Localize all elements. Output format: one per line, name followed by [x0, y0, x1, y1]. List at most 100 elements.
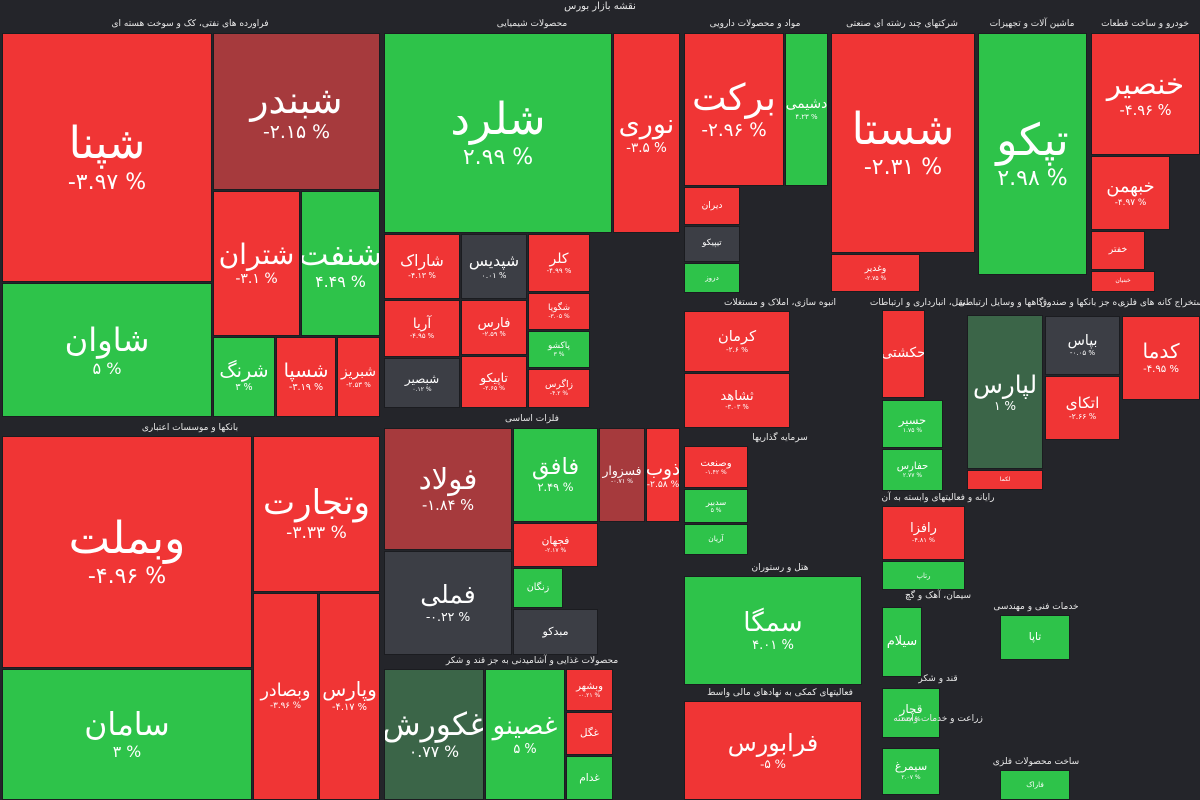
stock-name: سامان [84, 707, 170, 743]
stock-name: غکورش [384, 707, 484, 743]
stock-name: خنصیر [1106, 67, 1185, 102]
stock-name: فسزوار [602, 464, 642, 479]
sector-label: سیمان، آهک و گچ [904, 591, 972, 601]
stock-name: سیمرغ [894, 760, 928, 774]
stock-change: -۲.۵۹ % [482, 330, 506, 339]
stock-tile: مبدکو [513, 609, 598, 655]
stock-tile: رتاپ [882, 561, 965, 590]
sector-label: ماشین آلات و تجهیزات [989, 19, 1075, 29]
stock-change: ۲.۹۹ % [462, 145, 534, 171]
stock-name: شبریز [341, 363, 376, 380]
stock-change: -۳.۹۷ % [67, 169, 147, 195]
stock-change: -۳.۹۶ % [269, 701, 302, 712]
stock-name: وبشهر [576, 680, 603, 692]
stock-tile: حفارس ۲.۷۷ % [882, 449, 943, 491]
stock-tile: فرابورس -۵ % [684, 701, 862, 800]
stock-change: -۲.۹۶ % [701, 119, 767, 141]
stock-tile: فولاد -۱.۸۴ % [384, 428, 512, 550]
sector-label: خودرو و ساخت قطعات [1101, 19, 1189, 29]
sector-label: ...نقل، انبارداری و ارتباطات [869, 298, 975, 308]
stock-change: -۰.۷۱ % [611, 478, 633, 486]
stock-name: شپدیس [468, 251, 520, 270]
stock-change: ۳ % [112, 742, 142, 762]
stock-name: رافزا [910, 520, 937, 536]
stock-tile: خنصیر -۴.۹۶ % [1091, 33, 1200, 155]
stock-change: -۰.۲۱ % [578, 692, 601, 700]
stock-name: فارس [477, 315, 511, 331]
stock-tile: فجهان -۲.۱۷ % [513, 523, 598, 567]
stock-name: فملی [420, 580, 476, 610]
stock-tile: شبندر -۲.۱۵ % [213, 33, 380, 190]
stock-name: ذوب [646, 459, 680, 480]
sector-label: فعالیتهای کمکی به نهادهای مالی واسط [707, 688, 853, 698]
stock-tile: آریا -۴.۹۵ % [384, 300, 460, 357]
sector-label: محصولات غذایی و آشامیدنی به جز قند و شکر [445, 656, 619, 666]
stock-name: وبصادر [260, 681, 311, 702]
stock-tile: شستا -۲.۳۱ % [831, 33, 975, 253]
stock-change: -۴.۹۹ % [546, 266, 572, 275]
sector-label: شرکتهای چند رشته ای صنعتی [846, 19, 958, 29]
stock-name: فرابورس [727, 728, 819, 757]
stock-tile: کرمان -۲.۶ % [684, 311, 790, 372]
stock-tile: تیپیکو [684, 226, 740, 262]
stock-name: شستا [851, 103, 955, 155]
stock-change: -۲.۷۵ % [864, 274, 887, 282]
stock-name: شپنا [68, 118, 146, 169]
stock-name: تاپا [1028, 630, 1042, 644]
stock-change: -۲.۱۷ % [544, 547, 567, 555]
stock-tile: فارس -۲.۵۹ % [461, 300, 527, 355]
stock-tile: شرنگ ۳ % [213, 337, 275, 417]
stock-tile: ذوب -۲.۵۸ % [646, 428, 680, 522]
sector-label: مواد و محصولات دارویی [709, 19, 801, 29]
stock-name: کرمان [717, 327, 757, 345]
stock-name: خفتر [1108, 244, 1128, 256]
stock-name: خبهمن [1106, 177, 1155, 198]
stock-tile: وغدیر -۲.۷۵ % [831, 254, 920, 292]
stock-name: سیلام [886, 633, 918, 649]
stock-change: -۳.۵ % [626, 140, 667, 157]
sector-label: خدمات فنی و مهندسی [993, 602, 1079, 612]
stock-change: ۰.۰۱ % [481, 270, 507, 280]
stock-change: -۲.۶۵ % [482, 385, 506, 393]
stock-change: ۳ % [553, 351, 565, 358]
stock-change: ۳ % [235, 382, 253, 394]
stock-change: ۴.۴۹ % [315, 272, 366, 292]
stock-name: تپکو [996, 114, 1069, 166]
stock-name: نوری [618, 109, 675, 141]
stock-tile: تپکو ۲.۹۸ % [978, 33, 1087, 275]
stock-change: ۲.۰۷ % [901, 774, 921, 782]
stock-tile: حکشتی [882, 310, 925, 398]
stock-change: -۴.۹۵ % [409, 332, 435, 341]
stock-name: برکت [691, 76, 777, 120]
stock-tile: سمگا ۴.۰۱ % [684, 576, 862, 685]
stock-tile: سامان ۳ % [2, 669, 252, 800]
stock-change: -۰.۰۵ % [1069, 348, 1096, 358]
stock-name: فافق [531, 454, 580, 481]
stock-name: حفارس [896, 460, 929, 472]
stock-change: -۱.۴۲ % [705, 469, 727, 477]
stock-change: -۳.۱۹ % [288, 382, 324, 394]
stock-tile: غکورش ۰.۷۷ % [384, 669, 484, 800]
stock-tile: قچار ۲.۳۸ % [882, 688, 940, 738]
stock-tile: خبهمن -۴.۹۷ % [1091, 156, 1170, 230]
sector-label: ...گاهها و وسایل ارتباطی [958, 298, 1052, 308]
stock-tile: برکت -۲.۹۶ % [684, 33, 784, 186]
stock-name: وغدیر [864, 264, 887, 275]
stock-change: -۴.۹۶ % [1119, 102, 1172, 120]
stock-name: غدام [579, 771, 600, 784]
stock-tile: غگل [566, 712, 613, 755]
stock-tile: دروز [684, 263, 740, 293]
stock-name: شگویا [547, 302, 571, 313]
stock-change: -۵ % [760, 757, 786, 772]
stock-name: پاکشو [548, 340, 570, 351]
stock-tile: شبصیر ۰.۱۲ % [384, 358, 460, 408]
stock-tile: غدام [566, 756, 613, 800]
stock-name: ثشاهد [720, 388, 754, 404]
stock-name: سمگا [743, 607, 803, 638]
stock-name: زنگان [526, 582, 550, 594]
stock-name: وتجارت [262, 483, 370, 524]
sector-label: بانکها و موسسات اعتباری [141, 423, 239, 433]
stock-name: شبصیر [404, 371, 440, 386]
stock-name: دشیمی [785, 96, 828, 113]
stock-tile: شلرد ۲.۹۹ % [384, 33, 612, 233]
